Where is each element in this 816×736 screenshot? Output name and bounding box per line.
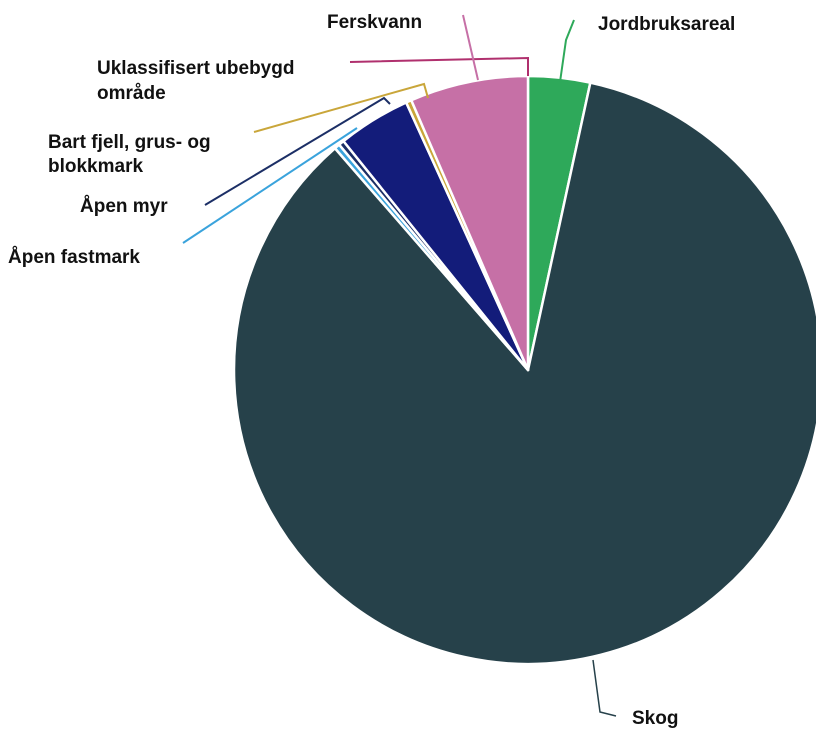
pie-slice-skog <box>232 81 816 666</box>
label-apen-myr: Åpen myr <box>80 196 168 217</box>
leader-lines <box>182 14 617 717</box>
leader-line-apen-myr <box>204 96 391 206</box>
label-bart-fjell: Bart fjell, grus- og blokkmark <box>48 132 216 177</box>
pie-slices <box>232 74 816 666</box>
pie-slice-ferskvann <box>409 74 530 372</box>
label-uklassifisert: Uklassifisert ubebygd område <box>97 58 300 104</box>
label-uklassifisert-line-1: Uklassifisert ubebygd <box>97 58 294 79</box>
leader-line-jordbruksareal <box>559 19 575 83</box>
leader-line-ferskvann <box>462 14 479 81</box>
leader-line-skog <box>592 659 617 717</box>
leader-line-bart-fjell <box>253 82 429 133</box>
label-apen-fastmark: Åpen fastmark <box>8 247 140 268</box>
label-uklassifisert-line-2: område <box>97 83 166 104</box>
label-jordbruksareal: Jordbruksareal <box>598 14 735 35</box>
label-ferskvann: Ferskvann <box>327 12 422 33</box>
label-bart-fjell-line-2: blokkmark <box>48 156 143 177</box>
label-skog: Skog <box>632 708 678 729</box>
leader-line-apen-fastmark <box>182 127 358 244</box>
label-bart-fjell-line-1: Bart fjell, grus- og <box>48 132 211 153</box>
leader-line-uklassifisert <box>349 56 529 76</box>
slice-labels: Jordbruksareal Skog Åpen fastmark Åpen m… <box>8 12 735 729</box>
